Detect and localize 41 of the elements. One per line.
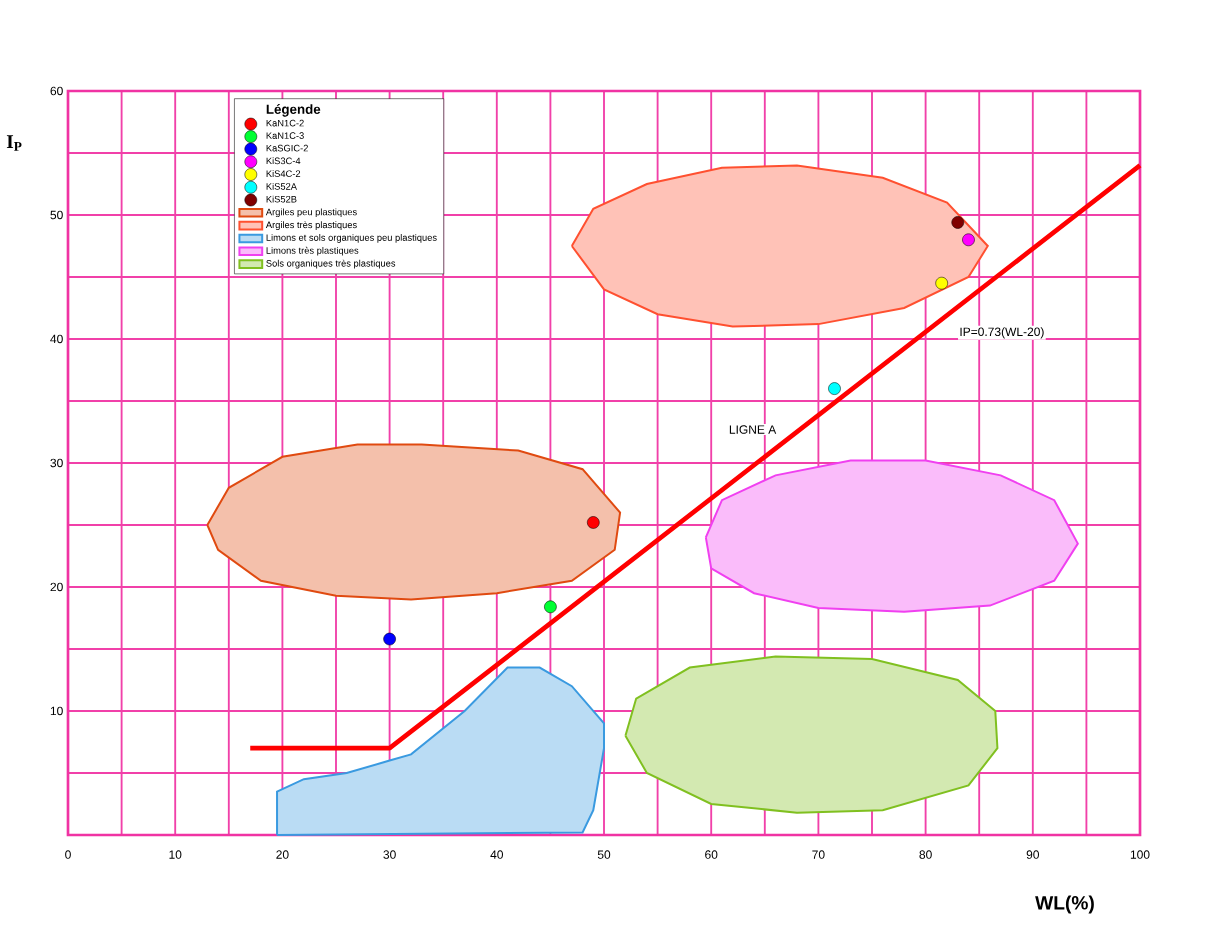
y-tick-label: 60 [50, 86, 63, 96]
legend-label: KaN1C-3 [266, 132, 304, 139]
x-axis-title: WL(%) [1035, 895, 1094, 914]
y-tick-label: 10 [50, 706, 63, 716]
legend-title: Légende [266, 104, 321, 117]
legend-label: KaSGIC-2 [266, 144, 308, 152]
legend-label: KiS4C-2 [266, 170, 301, 177]
annotation: IP=0.73(WL-20) [960, 327, 1044, 339]
legend-label: KiS52B [266, 195, 297, 203]
x-tick-label: 90 [1026, 850, 1040, 859]
legend-label: Limons et sols organiques peu plastiques [266, 234, 437, 243]
x-tick-label: 30 [383, 850, 396, 859]
x-tick-label: 40 [490, 850, 504, 859]
point [828, 382, 841, 395]
legend-label: Sols organiques très plastiques [266, 259, 396, 269]
point [951, 216, 965, 229]
point [544, 600, 557, 614]
y-tick-label: 20 [50, 582, 63, 592]
point [935, 276, 948, 290]
legend-label: Argiles très plastiques [265, 221, 357, 230]
x-tick-label: 60 [705, 850, 718, 859]
y-axis-title: I$_{P}$ [6, 135, 22, 151]
legend-label: KiS3C-4 [266, 157, 301, 165]
x-tick-label: 10 [169, 850, 182, 859]
y-tick-label: 50 [50, 210, 63, 220]
x-tick-label: 0 [65, 850, 71, 859]
x-tick-label: 50 [597, 850, 611, 859]
point [962, 233, 975, 247]
x-tick-label: 20 [276, 850, 289, 859]
point [383, 632, 396, 646]
y-tick-label: 40 [50, 334, 63, 344]
annotation: LIGNE A [729, 425, 777, 434]
x-tick-label: 80 [919, 850, 932, 859]
legend-label: Limons très plastiques [266, 246, 359, 256]
y-tick-label: 30 [50, 458, 63, 468]
legend-label: KaN1C-2 [266, 119, 304, 127]
legend-label: KiS52A [266, 182, 297, 190]
x-tick-label: 100 [1130, 850, 1150, 859]
point [587, 516, 600, 529]
x-tick-label: 70 [812, 850, 825, 859]
legend-label: Argiles peu plastiques [265, 208, 357, 218]
